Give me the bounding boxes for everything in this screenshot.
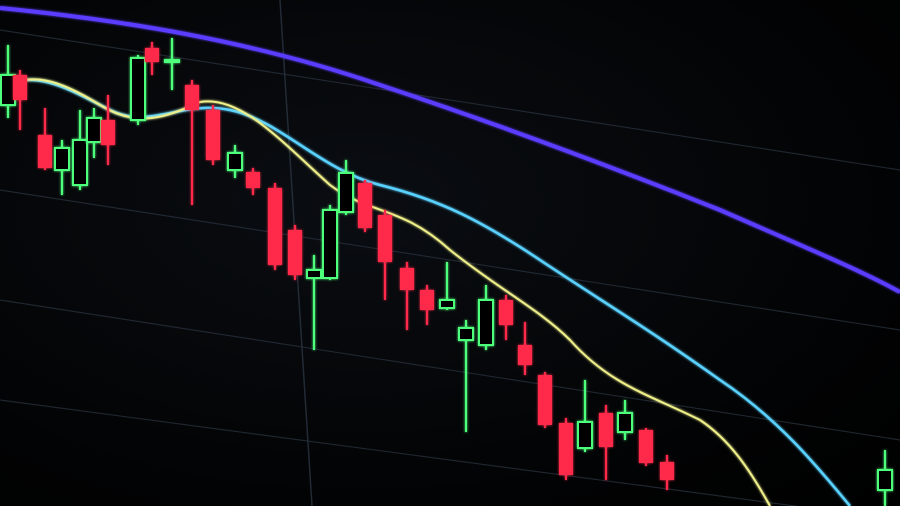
bullish-candle	[72, 110, 88, 190]
candle-body	[38, 135, 52, 168]
bearish-candle	[268, 183, 282, 270]
candle-body	[86, 117, 102, 143]
long-moving-average-line	[0, 6, 900, 294]
candle-body	[877, 469, 893, 491]
candle-body	[185, 85, 199, 110]
bearish-candle	[358, 180, 372, 232]
candle-body	[130, 57, 146, 121]
candle-body	[206, 110, 220, 160]
bullish-candle	[322, 205, 338, 280]
bearish-candle	[538, 372, 552, 428]
bearish-candle	[660, 455, 674, 490]
bullish-candle	[86, 108, 102, 158]
grid-line	[0, 299, 900, 441]
candle-body	[559, 423, 573, 475]
candle-body	[164, 59, 180, 63]
bearish-candle	[246, 168, 260, 195]
bearish-candle	[185, 80, 199, 205]
candle-body	[660, 462, 674, 480]
bearish-candle	[499, 295, 513, 340]
bullish-candle	[877, 450, 893, 506]
bullish-candle	[306, 255, 322, 350]
bullish-candle	[478, 285, 494, 350]
candle-body	[420, 290, 434, 310]
bearish-candle	[13, 70, 27, 130]
candle-body	[13, 75, 27, 100]
candle-body	[246, 172, 260, 188]
bearish-candle	[38, 108, 52, 170]
candle-body	[458, 327, 474, 341]
candle-body	[338, 172, 354, 213]
bearish-candle	[599, 405, 613, 480]
candle-body	[639, 430, 653, 463]
bearish-candle	[378, 210, 392, 300]
candle-body	[227, 152, 243, 171]
bearish-candle	[288, 225, 302, 280]
candle-body	[268, 188, 282, 265]
bullish-candle	[458, 320, 474, 432]
candle-body	[538, 375, 552, 425]
candles	[0, 38, 893, 506]
bearish-candle	[518, 322, 532, 375]
bullish-candle	[439, 262, 455, 310]
candle-body	[478, 299, 494, 346]
bullish-candle	[164, 38, 180, 90]
bearish-candle	[101, 95, 115, 165]
bearish-candle	[420, 285, 434, 325]
bearish-candle	[639, 428, 653, 466]
candle-body	[101, 120, 115, 145]
bullish-candle	[130, 55, 146, 125]
bullish-candle	[0, 45, 16, 118]
bearish-candle	[559, 418, 573, 480]
candle-body	[358, 183, 372, 228]
bearish-candle	[145, 42, 159, 75]
candle-body	[577, 421, 593, 449]
grid-line	[0, 189, 900, 331]
bearish-candle	[400, 262, 414, 330]
candle-body	[378, 215, 392, 262]
short-moving-average-line	[0, 78, 771, 506]
candle-body	[145, 48, 159, 62]
candle-body	[599, 413, 613, 447]
bullish-candle	[577, 380, 593, 452]
bearish-candle	[206, 105, 220, 165]
candle-body	[400, 268, 414, 290]
candle-body	[306, 269, 322, 279]
candle-body	[617, 412, 633, 433]
candle-body	[288, 230, 302, 275]
moving-averages	[0, 6, 900, 506]
candle-body	[518, 345, 532, 365]
bullish-candle	[338, 160, 354, 215]
candle-body	[322, 209, 338, 279]
candle-body	[54, 147, 70, 171]
bullish-candle	[617, 400, 633, 440]
bullish-candle	[227, 145, 243, 178]
candle-body	[499, 300, 513, 325]
candle-body	[439, 299, 455, 309]
candle-body	[72, 139, 88, 186]
candle-body	[0, 74, 16, 106]
bullish-candle	[54, 140, 70, 195]
grid-line	[0, 399, 800, 506]
